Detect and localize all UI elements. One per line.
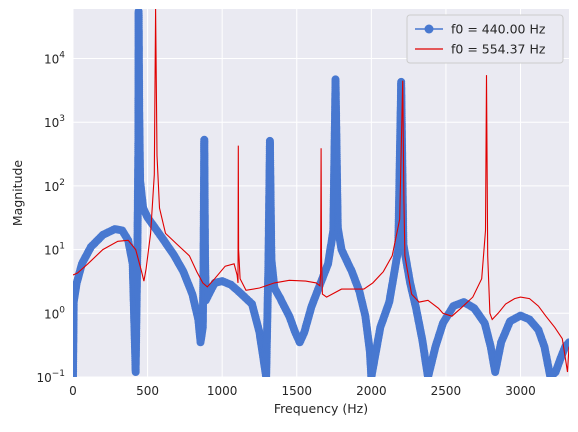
y-tick-base: 10 — [44, 116, 59, 130]
series-1-line — [73, 9, 569, 373]
x-tick-label: 2500 — [431, 384, 462, 398]
y-tick-label: 100 — [44, 305, 65, 321]
tick-labels: 0 500 1000 1500 2000 2500 300010−1100101102103… — [36, 51, 535, 398]
y-tick-base: 10 — [44, 307, 59, 321]
y-tick-base: 10 — [36, 371, 51, 385]
x-tick-label: 1500 — [281, 384, 312, 398]
x-axis-label: Frequency (Hz) — [274, 401, 368, 416]
legend-box — [406, 14, 564, 64]
y-tick-label: 104 — [44, 51, 65, 67]
legend-label-series-0: f0 = 440.00 Hz — [451, 22, 546, 37]
y-tick-exponent: 1 — [59, 242, 65, 252]
y-tick-base: 10 — [44, 180, 59, 194]
x-tick-label: 2000 — [356, 384, 387, 398]
y-tick-exponent: 3 — [59, 114, 65, 124]
y-tick-label: 10−1 — [36, 369, 65, 385]
y-tick-base: 10 — [44, 53, 59, 67]
y-tick-label: 103 — [44, 114, 65, 130]
series-0-line — [73, 11, 569, 377]
y-tick-label: 101 — [44, 242, 65, 258]
x-tick-label: 3000 — [505, 384, 536, 398]
x-tick-label: 500 — [136, 384, 159, 398]
x-tick-label: 0 — [69, 384, 77, 398]
y-tick-exponent: 0 — [59, 305, 65, 315]
y-tick-exponent: 2 — [59, 178, 65, 188]
legend-marker-series-0 — [424, 24, 434, 34]
y-tick-base: 10 — [44, 244, 59, 258]
y-axis-label: Magnitude — [10, 160, 25, 227]
legend-label-series-1: f0 = 554.37 Hz — [451, 42, 546, 57]
x-tick-label: 1000 — [207, 384, 238, 398]
y-tick-exponent: 4 — [59, 51, 65, 61]
y-tick-label: 102 — [44, 178, 65, 194]
legend: f0 = 440.00 Hz f0 = 554.37 Hz — [406, 14, 564, 64]
y-tick-exponent: −1 — [52, 369, 65, 379]
series-layer — [73, 9, 569, 377]
